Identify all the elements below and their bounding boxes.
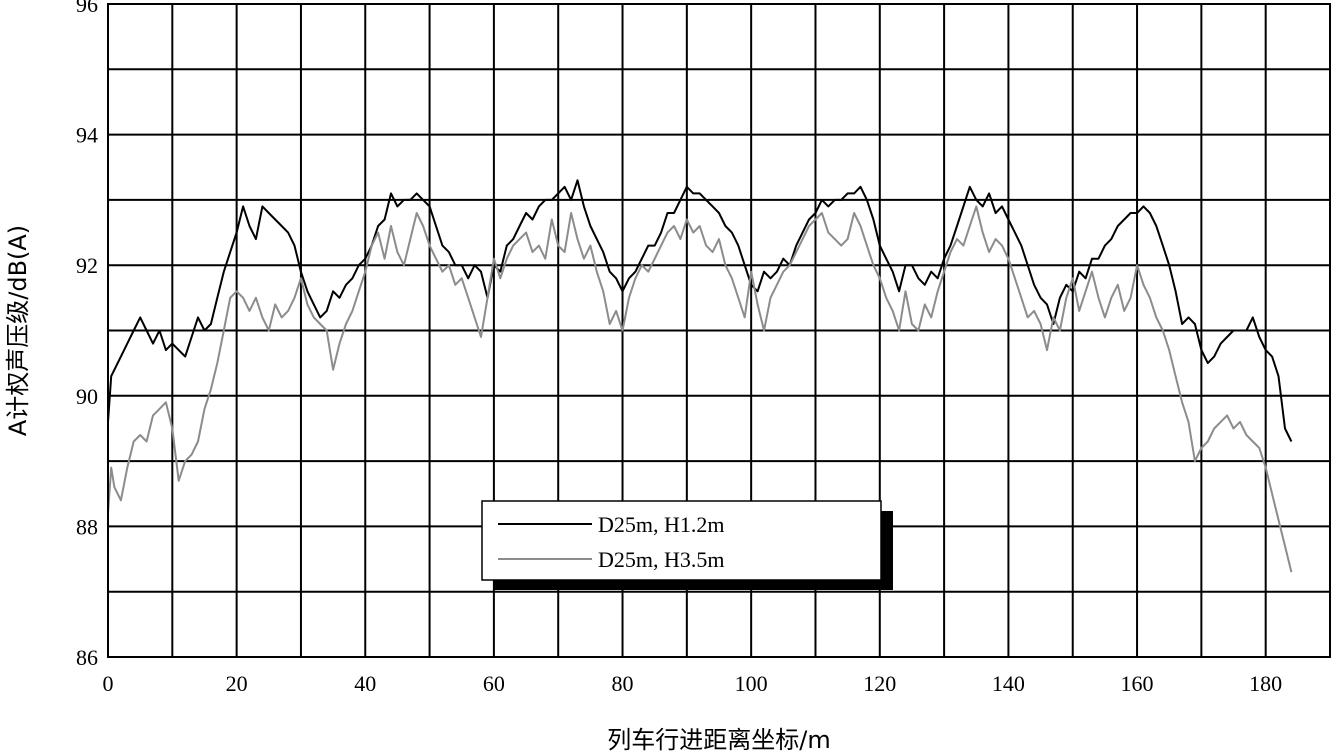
y-tick-label: 94 <box>76 123 98 148</box>
x-tick-label: 140 <box>992 671 1025 696</box>
x-tick-label: 20 <box>226 671 248 696</box>
y-tick-label: 86 <box>76 645 98 670</box>
plot-frame <box>107 3 1331 658</box>
y-tick-label: 92 <box>76 253 98 278</box>
x-tick-label: 180 <box>1249 671 1282 696</box>
series-line-0 <box>107 179 1293 442</box>
x-tick-label: 0 <box>103 671 114 696</box>
series-line-1 <box>107 205 1293 573</box>
x-tick-label: 100 <box>735 671 768 696</box>
x-axis-label: 列车行进距离坐标/m <box>607 726 830 754</box>
x-tick-labels: 0 20 40 60 80 100 120 140 160 180 <box>103 671 1283 696</box>
x-tick-label: 40 <box>354 671 376 696</box>
y-tick-label: 88 <box>76 514 98 539</box>
x-tick-label: 80 <box>612 671 634 696</box>
y-axis-label: A计权声压级/dB(A) <box>4 225 32 436</box>
x-tick-label: 160 <box>1121 671 1154 696</box>
legend-label-h1-2m: D25m, H1.2m <box>598 512 725 537</box>
y-tick-label: 90 <box>76 384 98 409</box>
legend: D25m, H1.2m D25m, H3.5m <box>481 500 893 590</box>
y-tick-label: 96 <box>76 0 98 17</box>
x-tick-label: 60 <box>483 671 505 696</box>
x-tick-label: 120 <box>863 671 896 696</box>
y-tick-labels: 86 88 90 92 94 96 <box>76 0 98 670</box>
series-lines <box>107 179 1293 573</box>
legend-box <box>481 500 882 581</box>
legend-label-h3-5m: D25m, H3.5m <box>598 547 725 572</box>
